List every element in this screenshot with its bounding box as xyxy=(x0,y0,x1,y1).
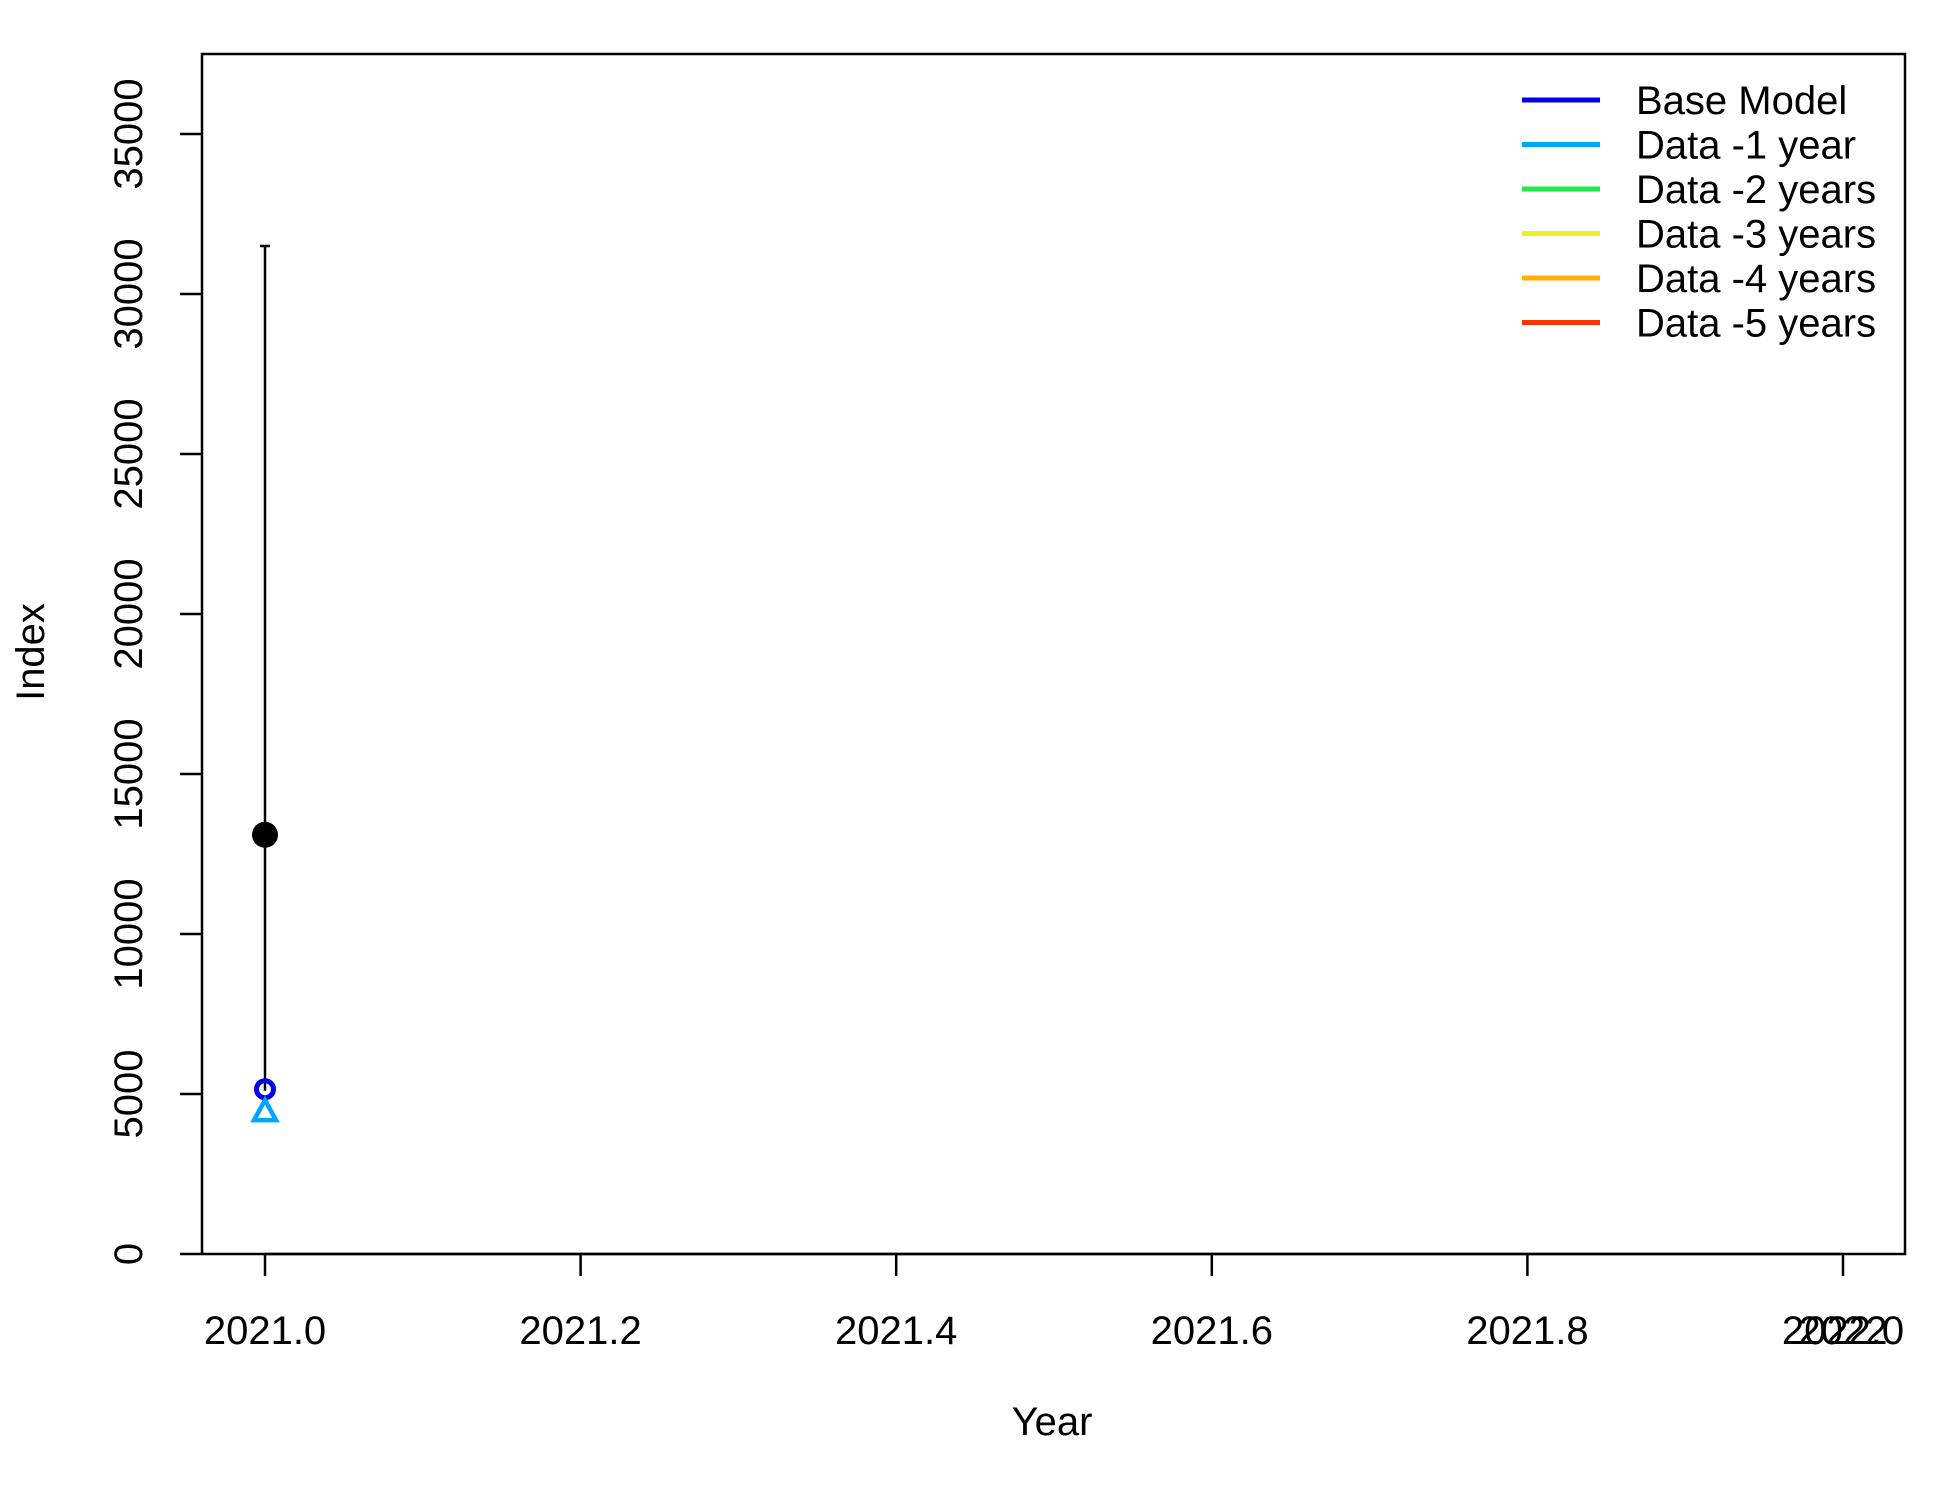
y-axis-title: Index xyxy=(9,603,53,701)
y-tick-label: 15000 xyxy=(107,718,151,829)
x-tick-label: 2021.6 xyxy=(1151,1309,1273,1353)
legend-label: Base Model xyxy=(1636,79,1847,123)
x-tick-label: 2021.0 xyxy=(204,1309,326,1353)
observed-point xyxy=(252,821,278,848)
y-tick-label: 20000 xyxy=(107,558,151,669)
y-tick-label: 30000 xyxy=(107,238,151,349)
x-tick-label: 2021.4 xyxy=(835,1309,957,1353)
legend-label: Data -2 years xyxy=(1636,168,1876,212)
legend-label: Data -4 years xyxy=(1636,257,1876,301)
x-tick-label: 2022 xyxy=(1799,1309,1888,1353)
x-tick-label: 2022.0 xyxy=(1782,1309,1904,1353)
data-marks xyxy=(250,244,280,1123)
legend-label: Data -3 years xyxy=(1636,213,1876,257)
legend-label: Data -5 years xyxy=(1636,302,1876,346)
y-tick-label: 10000 xyxy=(107,878,151,989)
y-tick-label: 35000 xyxy=(107,78,151,189)
x-tick-label: 2021.2 xyxy=(519,1309,641,1353)
y-tick-label: 5000 xyxy=(107,1050,151,1139)
x-tick-label: 2021.8 xyxy=(1466,1309,1588,1353)
legend-label: Data -1 year xyxy=(1636,124,1856,168)
y-tick-label: 0 xyxy=(107,1243,151,1265)
x-axis-title: Year xyxy=(1012,1400,1093,1444)
y-tick-label: 25000 xyxy=(107,398,151,509)
y-axis: 0 5000 10000 15000 20000 25000 30000 35000 xyxy=(107,78,202,1265)
data-minus-1-year-point xyxy=(250,1095,280,1123)
